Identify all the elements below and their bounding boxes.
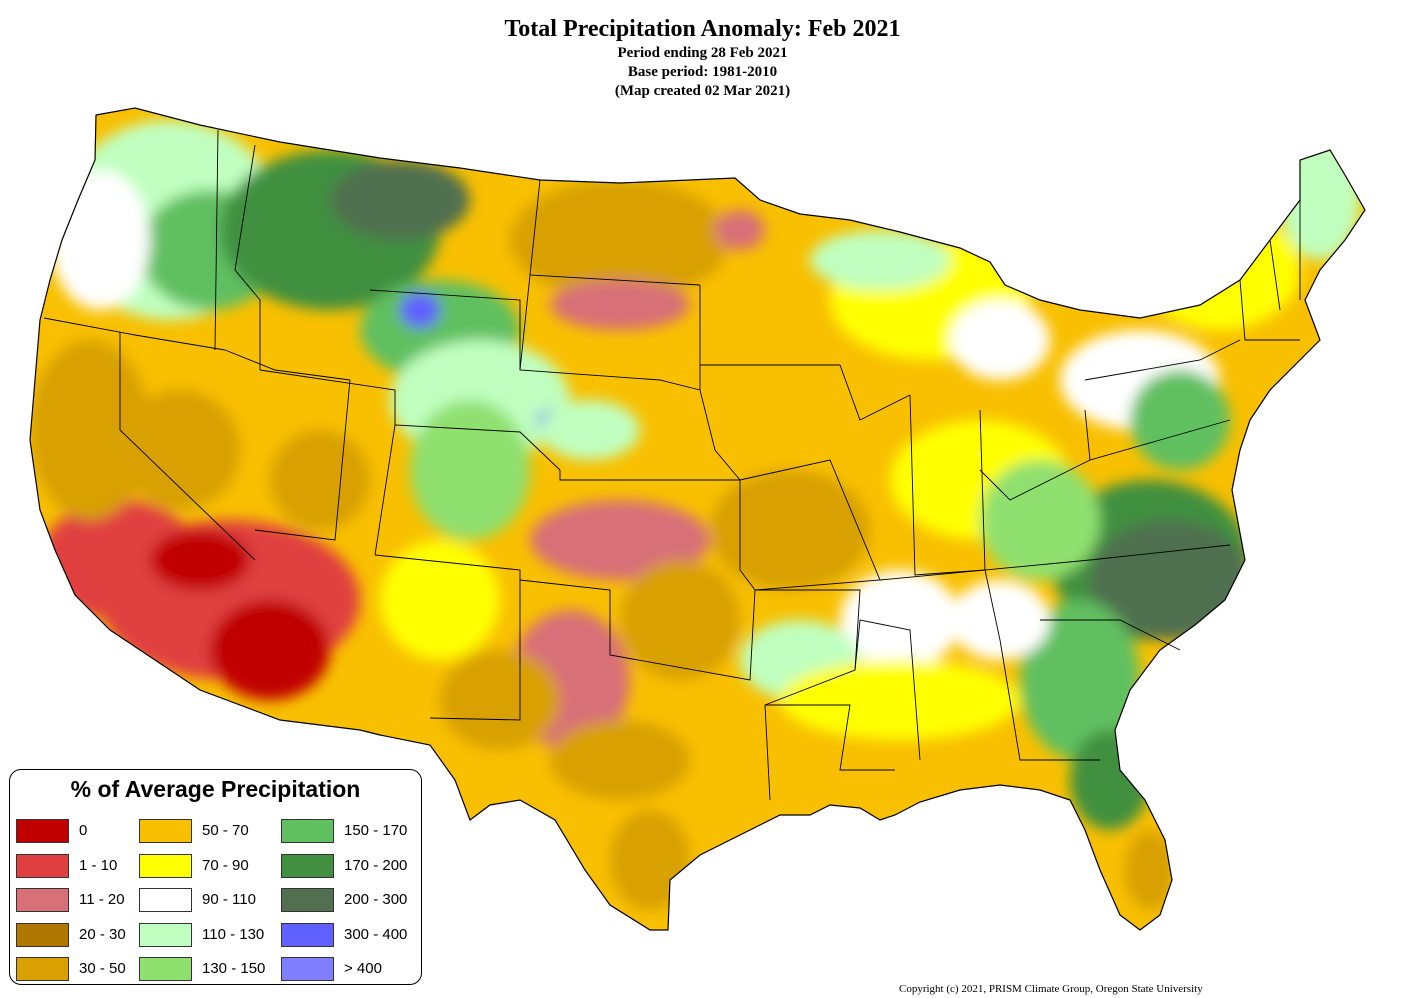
copyright-notice: Copyright (c) 2021, PRISM Climate Group,… <box>899 983 1203 995</box>
legend-label: 170 - 200 <box>344 857 408 874</box>
legend-swatch <box>16 888 69 912</box>
legend-swatch <box>16 854 69 878</box>
state-boundaries <box>29 107 1366 931</box>
legend-title: % of Average Precipitation <box>70 776 361 802</box>
legend-swatch <box>281 888 334 912</box>
legend-swatch <box>16 923 69 947</box>
legend-label: 11 - 20 <box>79 891 125 908</box>
legend-label: 300 - 400 <box>344 926 408 943</box>
legend-swatch <box>139 957 192 981</box>
legend-swatch <box>16 819 69 843</box>
legend-swatch <box>139 854 192 878</box>
legend-label: 90 - 110 <box>202 891 256 908</box>
created-date-subtitle: (Map created 02 Mar 2021) <box>614 83 791 99</box>
legend-swatch <box>281 854 334 878</box>
legend-swatch <box>139 819 192 843</box>
legend-label: 20 - 30 <box>79 926 126 943</box>
legend-swatch <box>281 957 334 981</box>
legend-swatch <box>139 923 192 947</box>
legend-swatch <box>16 957 69 981</box>
legend-label: 130 - 150 <box>202 960 266 977</box>
legend-label: 0 <box>79 822 88 839</box>
legend-swatch <box>281 923 334 947</box>
base-period-subtitle: Base period: 1981-2010 <box>627 64 778 80</box>
map-title-block: Total Precipitation Anomaly: Feb 2021 Pe… <box>0 14 1405 101</box>
map-title: Total Precipitation Anomaly: Feb 2021 <box>504 16 901 42</box>
legend-label: 200 - 300 <box>344 891 408 908</box>
legend-swatch <box>139 888 192 912</box>
legend: % of Average Precipitation 0 1 - 10 11 -… <box>9 769 422 985</box>
legend-label: 30 - 50 <box>79 960 126 977</box>
legend-label: 110 - 130 <box>202 926 265 943</box>
legend-swatch <box>281 819 334 843</box>
period-subtitle: Period ending 28 Feb 2021 <box>617 45 788 61</box>
legend-label: 70 - 90 <box>202 857 249 874</box>
legend-label: > 400 <box>344 960 382 977</box>
legend-label: 50 - 70 <box>202 822 249 839</box>
legend-label: 150 - 170 <box>344 822 408 839</box>
legend-label: 1 - 10 <box>79 857 118 874</box>
